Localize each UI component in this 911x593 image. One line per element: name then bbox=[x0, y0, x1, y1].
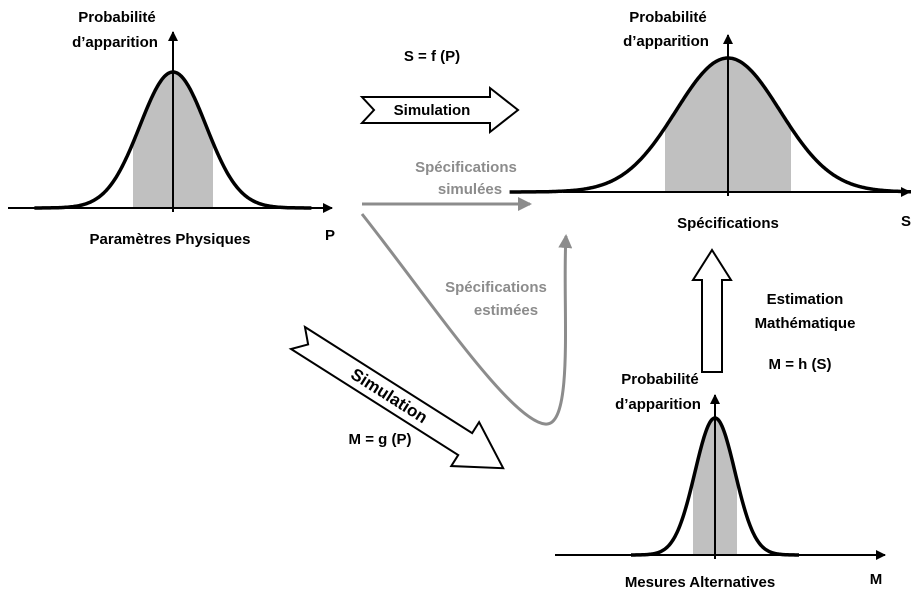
bell-curve bbox=[509, 56, 911, 194]
diagonal-arrow: Simulation bbox=[288, 324, 505, 470]
axis-name: P bbox=[325, 227, 335, 244]
y-label: d’apparition bbox=[615, 396, 701, 413]
bell-curve bbox=[631, 416, 799, 557]
estimated-curve bbox=[360, 213, 573, 426]
simulation-arrow bbox=[359, 85, 520, 135]
top-label: Simulation bbox=[394, 102, 471, 119]
y-label: d’apparition bbox=[623, 33, 709, 50]
x-label: Paramètres Physiques bbox=[90, 231, 251, 248]
estimation-formula: M = h (S) bbox=[769, 356, 832, 373]
diagonal-formula: M = g (P) bbox=[349, 431, 412, 448]
estimation-label: Mathématique bbox=[755, 315, 856, 332]
estimated-label: Spécifications bbox=[445, 279, 547, 296]
estimation-label: Estimation bbox=[767, 291, 844, 308]
y-label: Probabilité bbox=[621, 371, 699, 388]
simulated-label: simulées bbox=[438, 181, 502, 198]
x-label: Mesures Alternatives bbox=[625, 574, 775, 591]
y-label: Probabilité bbox=[629, 9, 707, 26]
axis-name: S bbox=[901, 213, 911, 230]
diagonal-arrow-shape bbox=[288, 324, 505, 470]
x-label: Spécifications bbox=[677, 215, 779, 232]
y-label: d’apparition bbox=[72, 34, 158, 51]
top-formula: S = f (P) bbox=[404, 48, 460, 65]
axis-name: M bbox=[870, 571, 883, 588]
diagonal-label: Simulation bbox=[347, 365, 431, 428]
estimation-arrow bbox=[691, 248, 733, 373]
simulated-label: Spécifications bbox=[415, 159, 517, 176]
bell-curve bbox=[34, 70, 312, 210]
plots: Probabilité d’apparition Paramètres Physiq… bbox=[8, 9, 911, 591]
y-label: Probabilité bbox=[78, 9, 156, 26]
estimated-label: estimées bbox=[474, 302, 538, 319]
